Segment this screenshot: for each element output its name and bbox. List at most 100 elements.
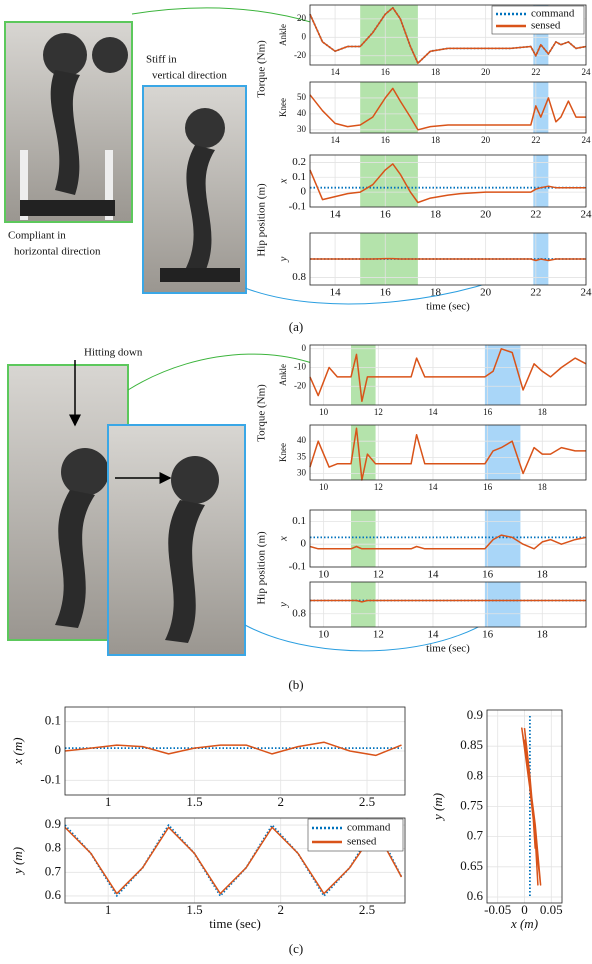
y-tick-label: -20	[294, 380, 306, 390]
caption: (b)	[288, 677, 303, 692]
legend-box	[491, 5, 585, 35]
x-tick-label: 16	[483, 482, 493, 492]
y-tick-label: 0.2	[292, 156, 306, 168]
x-tick-label: 24	[582, 67, 592, 77]
series-line	[309, 348, 587, 403]
x-tick-label: 2.5	[359, 902, 375, 917]
x-tick-label: 12	[373, 629, 384, 641]
y-axis-label: y (m)	[10, 847, 25, 876]
x-tick-label: 22	[531, 135, 540, 145]
x-tick-label: 14	[331, 135, 341, 145]
y-tick-label: 30	[297, 468, 307, 478]
y-tick-label: 0.85	[460, 737, 483, 752]
x-axis-label: time (sec)	[426, 643, 470, 655]
annotation: vertical direction	[152, 70, 227, 82]
y-tick-label: 0	[302, 31, 307, 41]
x-tick-label: 18	[430, 209, 442, 221]
x-tick-label: 16	[381, 135, 391, 145]
x-tick-label: 2.5	[359, 794, 375, 809]
x-tick-label: 14	[330, 287, 342, 299]
legend-label: sensed	[531, 20, 561, 32]
y-axis-label: x (m)	[10, 737, 25, 765]
series-line	[309, 87, 586, 131]
highlight-span	[484, 345, 521, 405]
x-axis-label: x (m)	[510, 916, 538, 931]
x-tick-label: 12	[374, 407, 383, 417]
x-tick-label: 16	[380, 209, 392, 221]
y-tick-label: 0.8	[292, 271, 306, 283]
y-tick-label: 40	[297, 108, 307, 118]
y-tick-label: 0	[301, 186, 307, 198]
x-tick-label: 1	[105, 794, 112, 809]
highlight-span	[360, 155, 418, 207]
x-tick-label: 14	[427, 629, 439, 641]
x-tick-label: 22	[531, 67, 540, 77]
y-axis-label: Ankle	[278, 364, 288, 386]
y-tick-label: 0.1	[45, 713, 61, 728]
y-axis-label: Knee	[278, 443, 288, 462]
x-tick-label: 14	[428, 407, 438, 417]
x-tick-label: 16	[381, 67, 391, 77]
y-axis-label: y	[278, 602, 290, 608]
legend-label: sensed	[347, 836, 377, 848]
highlight-span	[350, 510, 376, 567]
y-tick-label: -0.1	[289, 201, 306, 213]
group-label: Torque (Nm)	[256, 40, 268, 98]
plot-frame	[486, 709, 563, 904]
x-tick-label: 24	[581, 209, 592, 221]
group-label: Hip position (m)	[256, 531, 268, 605]
x-tick-label: 0.05	[540, 902, 563, 917]
y-tick-label: 30	[297, 124, 307, 134]
x-tick-label: 18	[431, 135, 441, 145]
y-tick-label: 0.75	[460, 797, 483, 812]
y-tick-label: -0.1	[40, 771, 61, 786]
series-line	[310, 257, 586, 262]
y-axis-label: y (m)	[430, 793, 445, 822]
y-axis-label: Ankle	[278, 24, 288, 46]
x-tick-label: 16	[482, 629, 494, 641]
group-label: Torque (Nm)	[256, 384, 268, 442]
y-tick-label: 0.65	[460, 858, 483, 873]
x-tick-label: 20	[481, 135, 491, 145]
y-tick-label: 0	[302, 343, 307, 353]
x-tick-label: 24	[581, 287, 592, 299]
photo-stiff	[142, 85, 247, 294]
highlight-span	[350, 582, 376, 627]
y-tick-label: 0.7	[45, 863, 62, 878]
x-tick-label: 16	[483, 407, 493, 417]
y-tick-label: 0.1	[292, 515, 306, 527]
y-axis-label: Knee	[278, 98, 288, 117]
y-tick-label: -10	[294, 362, 306, 372]
caption: (c)	[289, 941, 303, 956]
y-tick-label: 0.1	[292, 171, 306, 183]
plot-frame	[309, 424, 587, 481]
y-tick-label: 0	[55, 742, 62, 757]
y-tick-label: 0.6	[467, 888, 484, 903]
annotation: Compliant in	[8, 230, 66, 242]
x-tick-label: 0	[521, 902, 528, 917]
plot-frame	[309, 154, 587, 208]
legend-label: command	[531, 8, 575, 20]
x-tick-label: 14	[427, 569, 439, 581]
photo-hit-side	[107, 424, 246, 656]
highlight-span	[533, 155, 549, 207]
x-tick-label: 10	[319, 407, 329, 417]
x-tick-label: 14	[428, 482, 438, 492]
x-tick-label: 18	[538, 407, 548, 417]
y-tick-label: 40	[297, 435, 307, 445]
y-tick-label: 0.9	[467, 707, 483, 722]
x-tick-label: 1.5	[186, 794, 202, 809]
y-tick-label: 35	[297, 451, 307, 461]
y-tick-label: 0	[301, 538, 307, 550]
plot-frame	[309, 4, 587, 66]
x-tick-label: 16	[482, 569, 494, 581]
annotation: Stiff in	[146, 54, 177, 66]
y-tick-label: 50	[297, 92, 307, 102]
x-tick-label: 10	[318, 629, 330, 641]
x-tick-label: -0.05	[484, 902, 511, 917]
highlight-span	[484, 582, 521, 627]
y-tick-label: 0.6	[45, 887, 62, 902]
x-tick-label: 12	[373, 569, 384, 581]
x-tick-label: 12	[374, 482, 383, 492]
